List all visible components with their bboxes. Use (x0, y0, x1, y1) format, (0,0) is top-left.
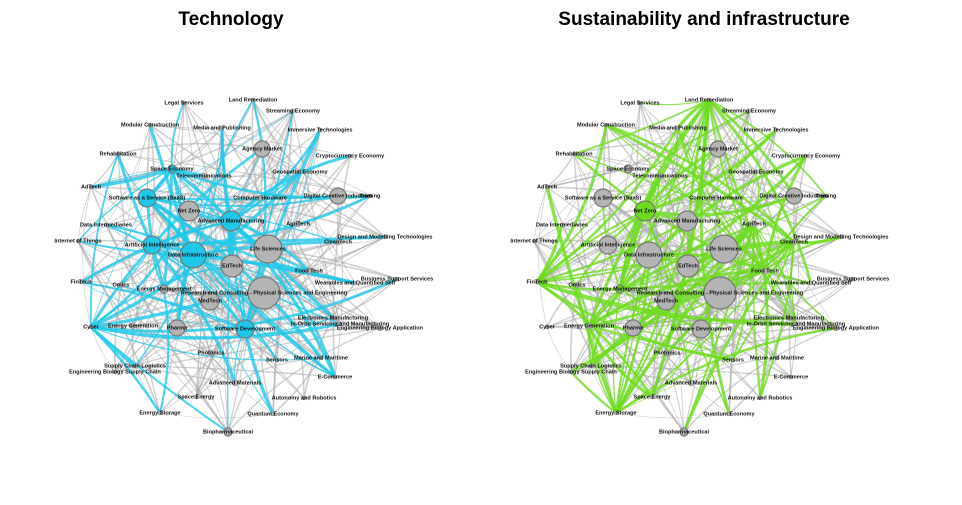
panel-title: Sustainability and infrastructure (558, 9, 849, 30)
node-label: Land Remediation (229, 97, 278, 103)
node-label: Legal Services (164, 100, 203, 106)
node-label: E-Commerce (774, 374, 809, 380)
node-label: CleanTech (780, 239, 808, 245)
node-label: EdTech (222, 263, 242, 269)
node-label: FinTech (70, 279, 92, 285)
node-label: Data Intermediaries (80, 222, 132, 228)
node-label: Life Sciences (250, 246, 286, 252)
node-label: Telecommunications (176, 173, 231, 179)
node-label: Cyber (83, 324, 100, 330)
node-label: Omics (112, 282, 129, 288)
node-label: Pharma (623, 325, 644, 331)
node-label: Computer Hardware (689, 195, 742, 201)
node-label: Marine and Maritime (750, 355, 804, 361)
node-label: Space Economy (150, 166, 194, 172)
node-label: Research and Consulting - Physical Scien… (181, 290, 348, 296)
node-label: AgriTech (742, 221, 766, 227)
node-label: Software as a Service (SaaS) (109, 195, 186, 201)
node-label: Biopharmaceutical (659, 429, 709, 435)
node-label: Data Intermediaries (536, 222, 588, 228)
node-label: Sensors (266, 357, 288, 363)
node-label: Advanced Materials (209, 380, 262, 386)
node-label: Modular Construction (121, 122, 180, 128)
node-label: Gaming (816, 193, 837, 199)
node-label: Autonomy and Robotics (272, 395, 337, 401)
node-label: Computer Hardware (233, 195, 286, 201)
node-label: Media and Publishing (193, 125, 251, 131)
node-label: Space Economy (606, 166, 650, 172)
node-label: Energy Storage (595, 410, 636, 416)
node-label: Space Energy (178, 394, 216, 400)
node-label: Marine and Maritime (294, 355, 348, 361)
node-label: Geospatial Economy (272, 169, 328, 175)
node-label: Engineering Biology Application (337, 325, 424, 331)
node-label: Wearables and Quantified Self (315, 280, 396, 286)
node-label: EdTech (678, 263, 698, 269)
node-label: Streaming Economy (266, 108, 321, 114)
node-label: AgriTech (286, 221, 310, 227)
node-label: Food Tech (751, 268, 779, 274)
node-label: Life Sciences (706, 246, 742, 252)
node-label: Advanced Materials (665, 380, 718, 386)
node-label: Biopharmaceutical (203, 429, 253, 435)
node-label: Data Infrastructure (168, 252, 218, 258)
node-label: Land Remediation (685, 97, 734, 103)
node-label: Advanced Manufacturing (654, 218, 721, 224)
node-label: Immersive Technologies (288, 127, 353, 133)
node-label: Agency Market (698, 146, 738, 152)
node-label: Energy Storage (139, 410, 180, 416)
node-label: Artificial Intelligence (125, 242, 180, 248)
node-label: Cryptocurrency Economy (316, 153, 385, 159)
node-label: Engineering Biology Supply Chain (69, 369, 161, 375)
node-label: Research and Consulting - Physical Scien… (637, 290, 804, 296)
node-label: Photonics (653, 350, 680, 356)
node-label: E-Commerce (318, 374, 353, 380)
node-label: Immersive Technologies (744, 127, 809, 133)
node-label: Artificial Intelligence (581, 242, 636, 248)
node-label: Advanced Manufacturing (198, 218, 265, 224)
node-label: Telecommunications (632, 173, 687, 179)
node-label: Photonics (197, 350, 224, 356)
node-label: Net Zero (178, 208, 201, 214)
node-label: Space Energy (634, 394, 672, 400)
node-label: Cryptocurrency Economy (772, 153, 841, 159)
node-label: Internet of Things (54, 238, 101, 244)
node-label: Modular Construction (577, 122, 636, 128)
node-label: Engineering Biology Supply Chain (525, 369, 617, 375)
node-label: Energy Generation (108, 323, 159, 329)
node-label: Sensors (722, 357, 744, 363)
node-label: FinTech (526, 279, 548, 285)
node-label: CleanTech (324, 239, 352, 245)
panel-title: Technology (178, 9, 284, 30)
node-label: Software as a Service (SaaS) (565, 195, 642, 201)
node-label: Net Zero (634, 208, 657, 214)
node-label: Software Development (215, 326, 275, 332)
node-label: AdTech (81, 184, 102, 190)
node-label: AdTech (537, 184, 558, 190)
node-label: Cyber (539, 324, 556, 330)
node-label: Gaming (360, 193, 381, 199)
node-label: Food Tech (295, 268, 323, 274)
node-label: Autonomy and Robotics (728, 395, 793, 401)
node-label: MedTech (654, 298, 678, 304)
node-label: Software Development (671, 326, 731, 332)
node-label: Energy Generation (564, 323, 615, 329)
node-label: Streaming Economy (722, 108, 777, 114)
node-label: Agency Market (242, 146, 282, 152)
node-label: Legal Services (620, 100, 659, 106)
node-label: Pharma (167, 325, 188, 331)
node-label: Geospatial Economy (728, 169, 784, 175)
node-label: Data Infrastructure (624, 252, 674, 258)
node-label: Engineering Biology Application (793, 325, 880, 331)
node-label: Internet of Things (510, 238, 557, 244)
node-label: Media and Publishing (649, 125, 707, 131)
node-label: MedTech (198, 298, 222, 304)
node-label: Wearables and Quantified Self (771, 280, 852, 286)
node-label: Omics (568, 282, 585, 288)
node-label: Quantum Economy (703, 411, 755, 417)
node-label: Quantum Economy (247, 411, 299, 417)
node-label: Rehabilitation (100, 151, 138, 157)
node-label: Rehabilitation (556, 151, 594, 157)
